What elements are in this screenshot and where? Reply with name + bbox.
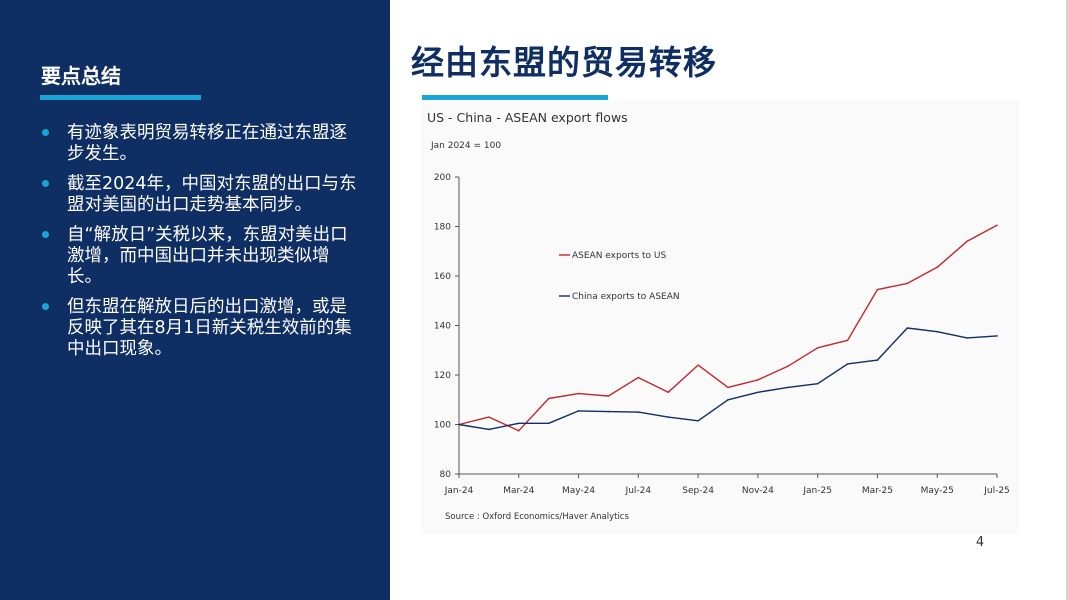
data-point	[518, 422, 520, 425]
data-point	[757, 379, 759, 381]
chart-axes: 200 180 160 140 120 100 80 Jan-24 Mar-24 May-24 Ju…	[434, 173, 1010, 496]
data-point	[787, 386, 789, 389]
page-number: 4	[975, 535, 985, 550]
x-tick-label: May-25	[921, 486, 954, 496]
bullet-item: 截至2024年，中国对东盟的出口与东盟对美国的出口走势基本同步。	[40, 174, 360, 216]
data-point	[607, 410, 610, 413]
x-tick-label: Mar-24	[503, 486, 534, 496]
data-point	[458, 423, 460, 426]
x-tick-label: Nov-24	[742, 486, 774, 496]
chart-container: US - China - ASEAN export flows Jan 2024…	[421, 100, 1019, 534]
export-flows-chart: US - China - ASEAN export flows Jan 2024…	[427, 110, 1010, 522]
bullet-item: 自“解放日”关税以来，东盟对美出口激增，而中国出口并未出现类似增长。	[40, 225, 360, 288]
y-tick-label: 200	[434, 173, 451, 183]
data-point	[637, 411, 640, 413]
x-tick-label: Jan-24	[444, 486, 474, 496]
data-point	[488, 428, 490, 431]
chart-source: Source : Oxford Economics/Haver Analytic…	[445, 512, 629, 522]
y-tick-label: 160	[434, 272, 451, 282]
x-tick-label: Mar-25	[862, 486, 893, 496]
data-point	[727, 386, 729, 389]
data-point	[816, 347, 819, 349]
bullet-text: 但东盟在解放日后的出口激增，或是反映了其在8月1日新关税生效前的集中出口现象。	[67, 297, 352, 359]
bullet-dot-icon	[42, 129, 49, 136]
legend-label: ASEAN exports to US	[572, 251, 666, 261]
y-tick-label: 80	[440, 470, 452, 480]
series-line-1	[458, 327, 998, 431]
data-point	[727, 399, 729, 401]
x-tick-label: Jul-25	[983, 486, 1010, 496]
data-point	[577, 392, 580, 395]
summary-title: 要点总结	[41, 64, 121, 88]
data-point	[787, 365, 789, 368]
bullet-text: 自“解放日”关税以来，东盟对美出口激增，而中国出口并未出现类似增长。	[67, 225, 348, 287]
legend-label: China exports to ASEAN	[572, 292, 680, 302]
bullet-text: 截至2024年，中国对东盟的出口与东盟对美国的出口走势基本同步。	[67, 174, 357, 215]
summary-bullet-list: 有迹象表明贸易转移正在通过东盟逐步发生。 截至2024年，中国对东盟的出口与东盟…	[40, 123, 360, 369]
data-point	[518, 429, 520, 432]
x-tick-label: Jan-25	[802, 486, 832, 496]
chart-subtitle: Jan 2024 = 100	[430, 141, 501, 151]
data-point	[488, 416, 490, 418]
data-point	[577, 410, 580, 412]
data-point	[607, 395, 610, 397]
summary-panel: 要点总结 有迹象表明贸易转移正在通过东盟逐步发生。 截至2024年，中国对东盟的…	[0, 0, 390, 600]
data-point	[637, 376, 640, 379]
data-point	[816, 382, 819, 385]
data-point	[667, 391, 669, 394]
x-tick-label: Sep-24	[682, 486, 714, 496]
data-point	[846, 363, 849, 365]
data-point	[996, 224, 998, 227]
bullet-item: 有迹象表明贸易转移正在通过东盟逐步发生。	[40, 123, 360, 165]
data-point	[697, 364, 699, 366]
data-point	[936, 330, 938, 333]
bullet-dot-icon	[42, 231, 49, 238]
page-title: 经由东盟的贸易转移	[411, 43, 717, 82]
x-tick-label: Jul-24	[625, 486, 652, 496]
data-point	[996, 335, 998, 337]
data-point	[906, 327, 909, 329]
bullet-item: 但东盟在解放日后的出口激增，或是反映了其在8月1日新关税生效前的集中出口现象。	[40, 297, 360, 360]
data-point	[697, 420, 699, 422]
data-point	[547, 397, 550, 400]
x-tick-label: May-24	[562, 486, 595, 496]
data-point	[876, 359, 879, 361]
y-tick-label: 100	[434, 421, 451, 431]
y-tick-label: 180	[434, 223, 451, 233]
data-point	[906, 282, 909, 285]
data-point	[757, 391, 759, 394]
chart-series	[458, 224, 998, 432]
bullet-dot-icon	[42, 180, 49, 187]
chart-title: US - China - ASEAN export flows	[427, 110, 628, 125]
bullet-dot-icon	[42, 303, 49, 310]
data-point	[936, 266, 938, 269]
data-point	[547, 422, 550, 425]
chart-legend: ASEAN exports to US China exports to ASEA…	[559, 251, 680, 302]
y-tick-label: 120	[434, 371, 451, 381]
y-tick-label: 140	[434, 322, 451, 332]
data-point	[966, 240, 968, 243]
data-point	[966, 337, 968, 339]
bullet-text: 有迹象表明贸易转移正在通过东盟逐步发生。	[67, 123, 347, 164]
data-point	[876, 288, 879, 291]
summary-accent-bar	[40, 95, 201, 100]
data-point	[667, 416, 669, 418]
data-point	[846, 339, 849, 342]
title-accent-bar	[422, 95, 608, 100]
